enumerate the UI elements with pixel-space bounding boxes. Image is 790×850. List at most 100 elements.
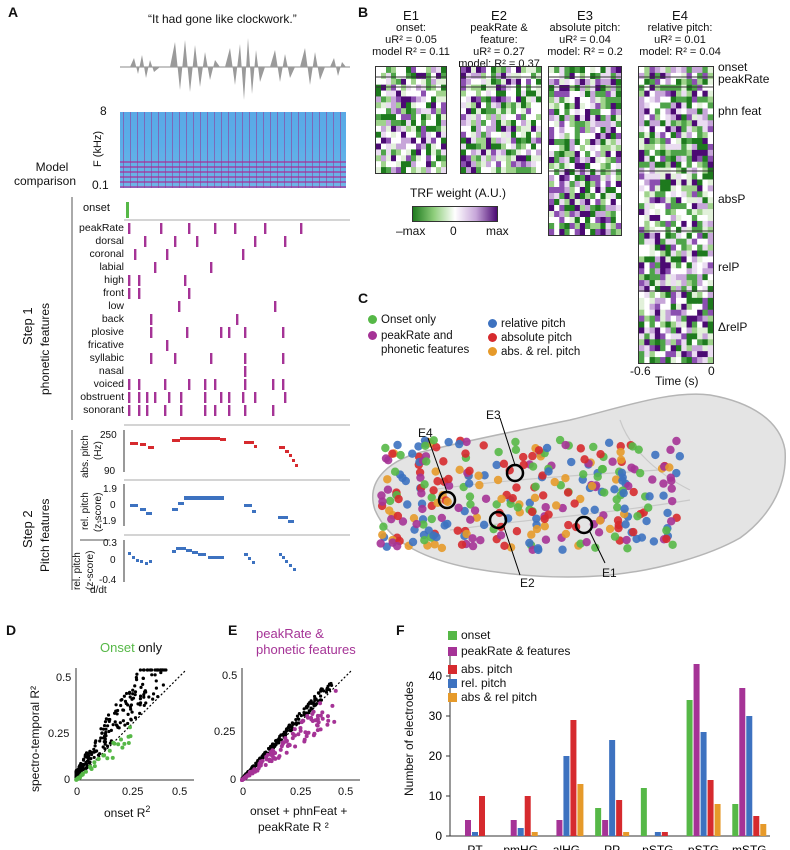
trf-cell <box>665 161 672 169</box>
electrode-dot <box>618 476 627 485</box>
trf-cell <box>691 132 698 139</box>
trf-cell <box>396 137 402 145</box>
trf-cell <box>697 280 703 287</box>
trf-cell <box>639 220 645 228</box>
trf-cell <box>610 85 617 92</box>
trf-cell <box>426 90 432 97</box>
electrode-dot <box>672 436 681 446</box>
trf-cell <box>376 137 382 145</box>
e3-ur2: uR² = 0.04 <box>559 34 611 46</box>
d-ytick-0: 0 <box>64 774 71 786</box>
trf-cell <box>676 333 682 340</box>
trf-cell <box>654 149 661 157</box>
trf-cell <box>590 187 596 194</box>
trf-cell <box>639 120 645 127</box>
trf-cell <box>521 102 527 109</box>
trf-cell <box>376 125 382 133</box>
scatter-point <box>327 688 332 692</box>
trf-cell <box>660 232 666 240</box>
e-xtick-0: 0 <box>240 786 247 798</box>
trf-cell <box>554 157 560 164</box>
scatter-point-highlight <box>92 760 97 765</box>
trf-cell <box>691 345 698 352</box>
trf-cell <box>511 72 517 80</box>
scatter-point <box>261 753 265 758</box>
trf-cell <box>466 84 472 92</box>
trf-cell <box>707 315 713 323</box>
trf-cell <box>421 161 427 168</box>
trf-cell <box>644 215 651 222</box>
trf-cell <box>605 79 612 86</box>
trf-cell <box>559 73 565 80</box>
trf-cell <box>554 103 560 110</box>
trf-cell <box>431 84 437 92</box>
trf-cell <box>536 125 541 133</box>
trf-cell <box>702 286 709 293</box>
trf-cell <box>574 217 581 224</box>
trf-cell <box>396 102 402 109</box>
trf-cell <box>681 351 688 358</box>
scatter-point <box>99 727 103 731</box>
trf-cell <box>707 268 713 275</box>
trf-cell <box>600 139 607 146</box>
trf-cell <box>590 193 596 200</box>
trf-cell <box>600 199 607 206</box>
electrode-dot <box>390 467 400 476</box>
feature-tick <box>242 249 245 260</box>
trf-cell <box>531 120 537 127</box>
trf-cell <box>691 191 698 198</box>
trf-cell <box>707 102 713 109</box>
feature-tick <box>214 405 217 416</box>
scatter-point <box>111 723 115 727</box>
trf-cell <box>600 121 607 128</box>
scatter-point <box>79 767 84 771</box>
drel-tick-03: 0.3 <box>103 538 117 549</box>
e3-name: E3 <box>577 8 593 23</box>
trf-cell <box>605 175 612 182</box>
trf-cell <box>595 85 601 92</box>
trf-cell <box>665 357 672 363</box>
trf-cell <box>376 102 382 109</box>
trf-cell <box>660 72 666 80</box>
trf-cell <box>665 315 672 323</box>
trf-cell <box>569 217 576 224</box>
abs-tick-90: 90 <box>104 466 116 477</box>
trf-cell <box>471 143 477 150</box>
scatter-point <box>113 720 117 724</box>
trf-cell <box>386 84 392 92</box>
trf-cell <box>665 108 672 115</box>
trf-cell <box>681 357 688 363</box>
trf-cell <box>426 155 432 162</box>
trf-cell <box>579 67 586 74</box>
trf-cell <box>654 191 661 198</box>
trf-cell <box>421 120 427 127</box>
scatter-point <box>142 695 146 699</box>
electrode-dot <box>613 516 623 525</box>
trf-cell <box>585 157 591 164</box>
electrode-dot <box>534 545 543 555</box>
trf-cell <box>639 203 645 210</box>
trf-cell <box>481 90 487 97</box>
trf-cell <box>476 137 482 145</box>
trf-cell <box>691 256 698 263</box>
trf-cell <box>391 167 397 173</box>
e3-header: E3 absolute pitch: uR² = 0.04 model: R² … <box>540 8 630 58</box>
trf-cell <box>536 67 541 74</box>
trf-cell <box>431 161 437 168</box>
trf-cell <box>554 121 560 128</box>
panel-letter-c: C <box>358 290 369 306</box>
trf-cell <box>381 102 387 109</box>
trf-cell <box>526 131 532 139</box>
trf-cell <box>707 203 713 210</box>
trf-cell <box>707 351 713 358</box>
trf-cell <box>676 138 682 145</box>
trf-cell <box>401 84 407 92</box>
trf-cell <box>660 161 666 169</box>
trf-cell <box>639 274 645 281</box>
abs-tick-250: 250 <box>100 430 117 441</box>
trf-cell <box>536 143 541 150</box>
trf-cell <box>660 226 666 234</box>
trf-cell <box>569 163 576 170</box>
trf-cell <box>471 108 477 115</box>
electrode-dot <box>433 477 442 486</box>
